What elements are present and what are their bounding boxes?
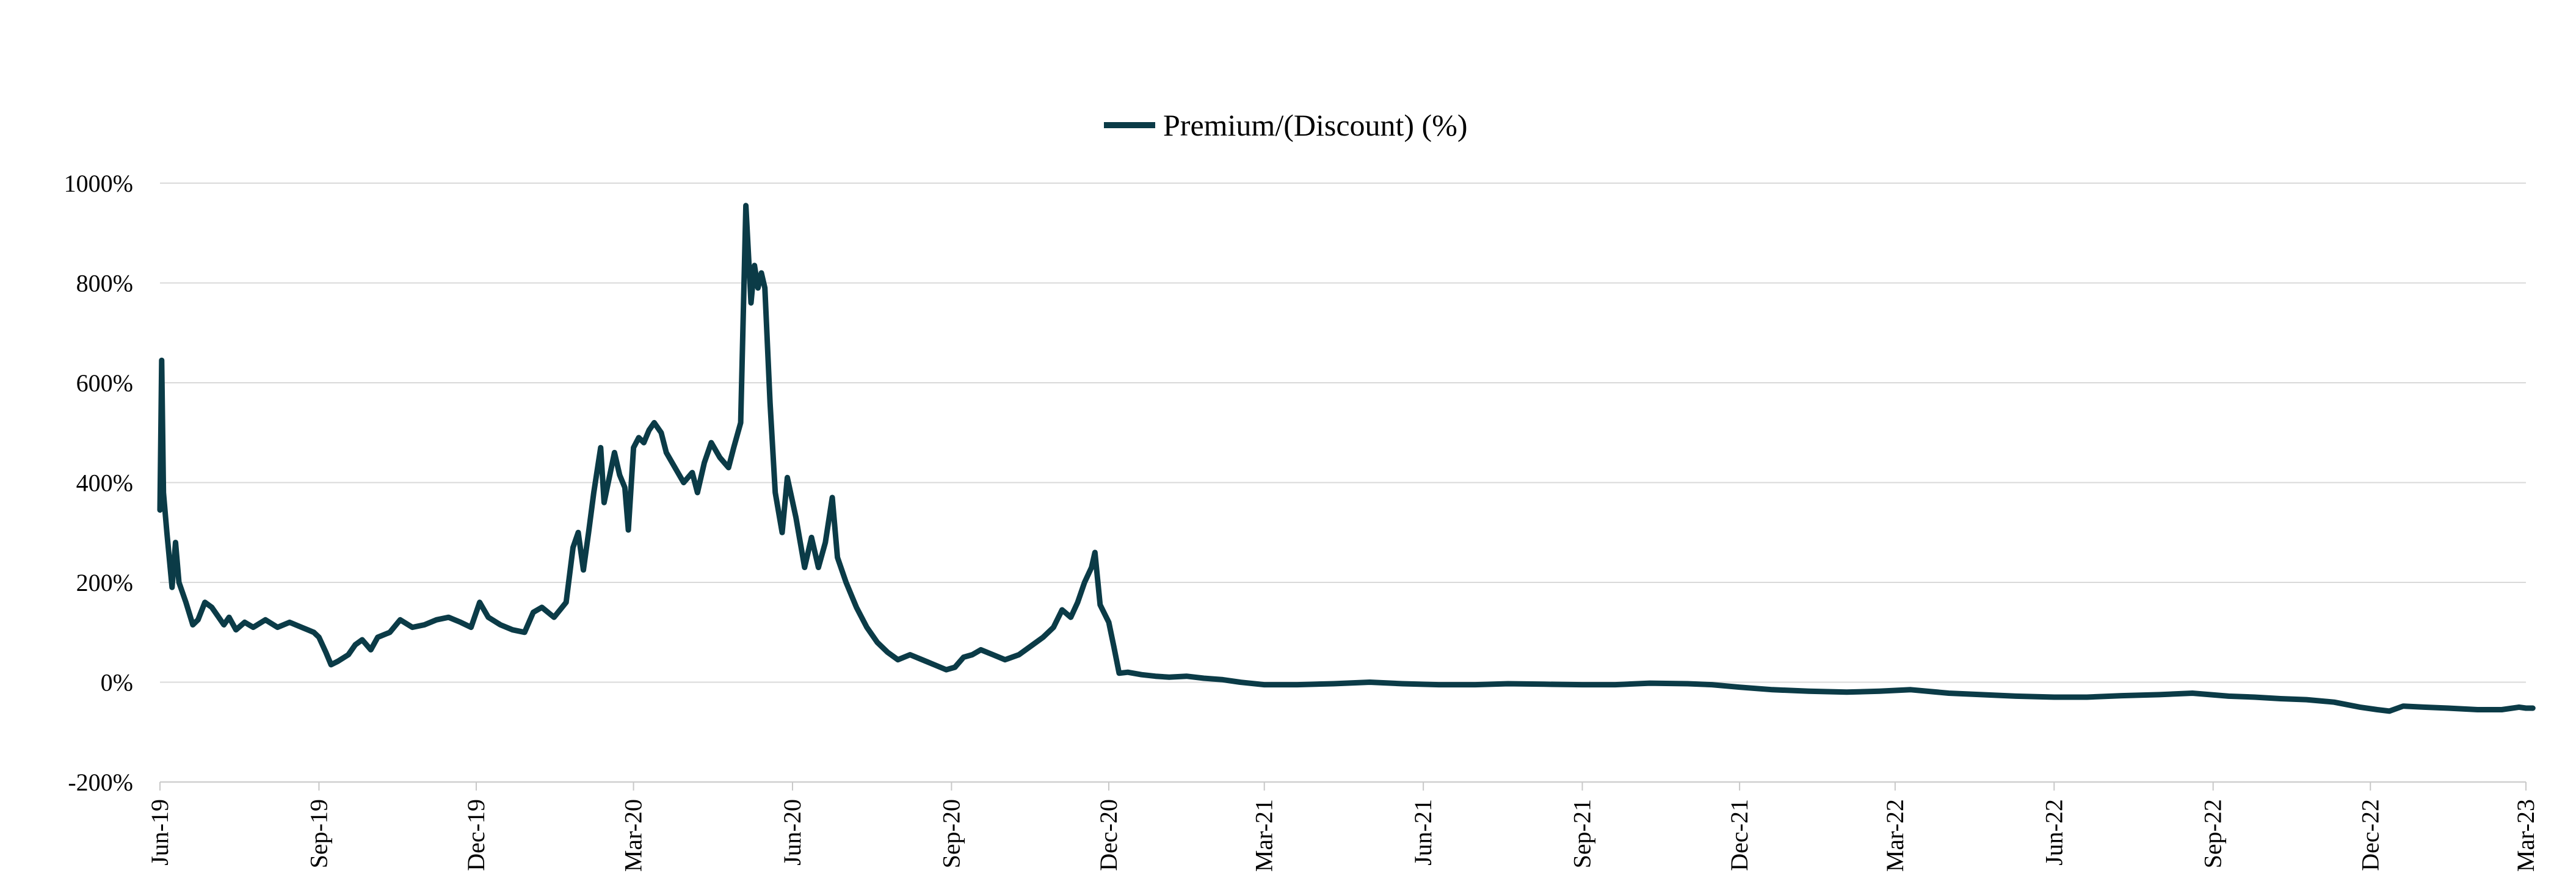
x-tick-label: Sep-19 <box>305 799 332 868</box>
x-tick-label: Jun-20 <box>778 799 806 866</box>
legend: Premium/(Discount) (%) <box>1104 108 1468 142</box>
x-tick-label: Mar-21 <box>1250 799 1278 872</box>
x-tick-label: Mar-20 <box>620 799 647 872</box>
x-tick-label: Jun-22 <box>2040 799 2067 866</box>
y-tick-label: 0% <box>101 669 133 697</box>
y-tick-label: 600% <box>76 369 133 397</box>
x-axis-tick-labels: Jun-19 Sep-19 Dec-19 Mar-20 Jun-20 Sep-20 Dec-… <box>146 782 2539 872</box>
x-tick-label: Sep-20 <box>937 799 965 868</box>
y-tick-label: 1000% <box>64 170 133 197</box>
legend-label: Premium/(Discount) (%) <box>1163 108 1468 142</box>
series-group <box>157 203 2536 714</box>
x-tick-label: Sep-22 <box>2199 799 2227 868</box>
x-tick-label: Sep-21 <box>1569 799 1596 868</box>
y-tick-label: 400% <box>76 469 133 497</box>
y-tick-label: -200% <box>68 769 133 796</box>
y-tick-label: 800% <box>76 270 133 297</box>
x-tick-label: Jun-21 <box>1409 799 1437 866</box>
x-tick-label: Dec-22 <box>2356 799 2384 871</box>
x-tick-label: Dec-21 <box>1725 799 1753 871</box>
y-axis-tick-labels: -200% 0% 200% 400% 600% 800% 1000% <box>64 170 133 796</box>
x-tick-label: Jun-19 <box>146 799 173 866</box>
x-tick-label: Mar-22 <box>1881 799 1909 872</box>
x-tick-label: Mar-23 <box>2512 799 2539 872</box>
y-tick-label: 200% <box>76 569 133 596</box>
series-line-premium-discount <box>157 203 2536 714</box>
x-tick-label: Dec-20 <box>1095 799 1122 871</box>
x-tick-label: Dec-19 <box>462 799 490 871</box>
